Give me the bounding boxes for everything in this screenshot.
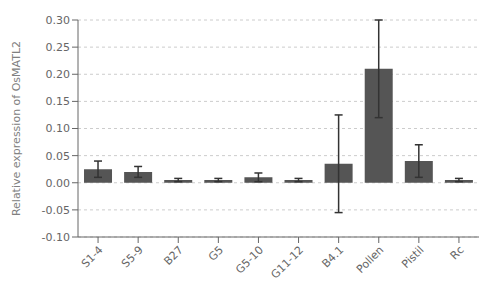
svg-text:-0.10: -0.10: [42, 231, 70, 244]
svg-text:0.15: 0.15: [46, 95, 71, 108]
svg-text:S5-9: S5-9: [119, 243, 146, 270]
svg-text:-0.05: -0.05: [42, 204, 70, 217]
svg-text:Rc: Rc: [448, 243, 467, 262]
svg-text:G5-10: G5-10: [233, 243, 266, 276]
svg-text:Pistil: Pistil: [399, 243, 426, 270]
svg-text:0.25: 0.25: [46, 41, 71, 54]
svg-text:S1-4: S1-4: [79, 243, 106, 270]
svg-text:G5: G5: [206, 243, 226, 263]
svg-text:B27: B27: [161, 243, 185, 267]
svg-text:Pollen: Pollen: [354, 243, 386, 275]
svg-text:0.20: 0.20: [46, 68, 71, 81]
svg-text:0.10: 0.10: [46, 122, 71, 135]
svg-text:B4.1: B4.1: [319, 243, 346, 270]
svg-text:0.00: 0.00: [46, 177, 71, 190]
svg-text:0.05: 0.05: [46, 150, 71, 163]
svg-text:G11-12: G11-12: [268, 243, 306, 281]
svg-text:Relative expression of OsMATL2: Relative expression of OsMATL2: [10, 41, 23, 216]
svg-text:0.30: 0.30: [46, 14, 71, 27]
